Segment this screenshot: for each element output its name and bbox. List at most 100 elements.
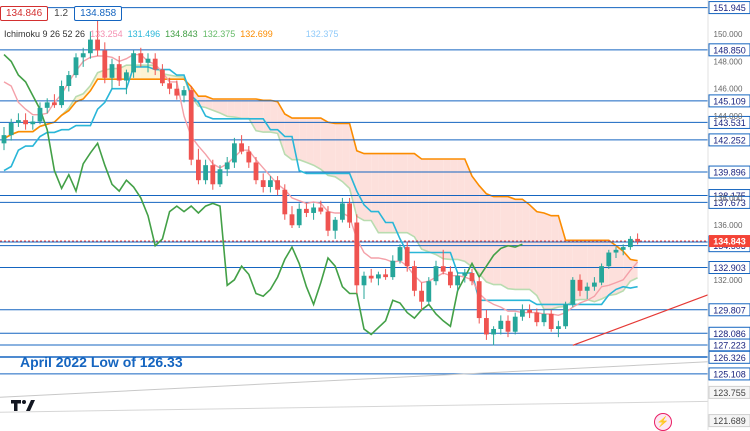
cloud-segment (256, 98, 264, 133)
level-label: 125.108 (713, 369, 746, 379)
axis-tick-label: 146.000 (714, 85, 743, 94)
candle-up (44, 102, 50, 108)
candle-up (491, 328, 496, 335)
cloud-segment (371, 153, 379, 233)
candle-down (275, 180, 280, 190)
level-label: 137.673 (713, 198, 746, 208)
cloud-segment (212, 98, 220, 113)
cloud-segment (536, 211, 544, 310)
candle-down (196, 159, 201, 181)
candle-down (534, 312, 540, 323)
cloud-segment (443, 159, 451, 260)
candle-up (16, 120, 21, 123)
cloud-segment (140, 65, 148, 80)
candle-up (311, 207, 316, 213)
candle-up (606, 252, 612, 267)
candle-up (1, 135, 7, 144)
level-label: 132.903 (713, 263, 746, 273)
candle-up (397, 247, 403, 261)
axis-tick-label: 132.000 (714, 276, 743, 285)
candle-down (260, 180, 266, 188)
level-label-box (708, 43, 750, 57)
candle-down (160, 69, 165, 84)
cloud-segment (515, 199, 523, 290)
candle-up (556, 326, 561, 329)
cloud-segment (356, 150, 364, 221)
candle-up (59, 86, 64, 106)
reference-diagonal (0, 361, 709, 398)
cloud-segment (587, 240, 595, 302)
current-price-label: 134.843 (713, 237, 746, 247)
level-label-box (708, 115, 750, 129)
candle-up (268, 180, 273, 188)
cloud-segment (263, 100, 271, 133)
lightning-icon[interactable]: ⚡ (654, 413, 672, 431)
candle-down (304, 208, 309, 213)
ichimoku-legend[interactable]: Ichimoku 9 26 52 26 133.254 131.496 134.… (4, 29, 338, 39)
cloud-segment (450, 159, 458, 260)
tradingview-logo[interactable] (10, 397, 38, 415)
level-label-box (708, 367, 750, 381)
candle-up (620, 247, 626, 250)
cloud-segment (472, 176, 480, 274)
candle-down (635, 238, 640, 242)
candle-down (174, 88, 180, 96)
candle-up (181, 90, 187, 96)
level-label-box (708, 195, 750, 209)
candle-down (505, 320, 511, 332)
candle-down (527, 309, 532, 313)
candle-down (448, 271, 453, 286)
candle-up (584, 286, 590, 291)
cloud-segment (227, 98, 235, 118)
price-toolbar: 134.846 1.2 134.858 (0, 4, 123, 22)
candle-up (541, 313, 547, 323)
legend-value-tenkan: 133.254 (90, 29, 123, 39)
level-label: 129.807 (713, 305, 746, 315)
cloud-segment (277, 101, 285, 155)
legend-value-span-a: 132.375 (202, 29, 236, 39)
candle-down (476, 281, 482, 319)
level-label: 143.531 (713, 118, 746, 128)
annotation-label: April 2022 Low of 126.33 (20, 354, 183, 370)
cloud-segment (486, 193, 494, 285)
candle-up (390, 260, 396, 278)
candle-down (419, 290, 424, 302)
level-label-box (708, 1, 750, 15)
cloud-segment (385, 153, 393, 233)
candle-up (628, 238, 633, 248)
support-trendline (572, 294, 709, 346)
cloud-segment (623, 251, 631, 291)
cloud-segment (205, 96, 213, 111)
ask-price-box[interactable]: 134.858 (74, 5, 123, 21)
bid-price-box[interactable]: 134.846 (0, 5, 49, 21)
candle-down (188, 90, 194, 160)
candle-up (224, 162, 230, 170)
spread-value: 1.2 (54, 7, 69, 19)
level-label: 151.945 (713, 3, 746, 13)
level-label-box (708, 303, 750, 317)
candles (1, 8, 640, 346)
candle-up (455, 275, 460, 286)
cloud-segment (522, 199, 530, 290)
candle-up (426, 281, 432, 302)
axis-tick-label: 150.000 (714, 30, 743, 39)
candle-down (102, 50, 108, 78)
candle-down (138, 53, 144, 63)
candle-up (592, 282, 597, 287)
level-label: 128.086 (713, 329, 746, 339)
candle-up (124, 72, 129, 81)
cloud-segment (551, 215, 559, 310)
cloud-segment (558, 215, 566, 308)
cloud-segment (428, 159, 436, 255)
candle-up (433, 266, 439, 282)
price-axis: 151.945 148.850 145.109 143.531 142.252 139.8… (707, 0, 750, 430)
candle-up (498, 320, 504, 329)
candle-down (289, 214, 295, 226)
kijun-sen-line (3, 66, 638, 306)
candle-up (520, 309, 525, 317)
cloud-segment (313, 118, 321, 170)
candle-down (577, 279, 583, 291)
axis-tick-label: 136.000 (714, 221, 743, 230)
